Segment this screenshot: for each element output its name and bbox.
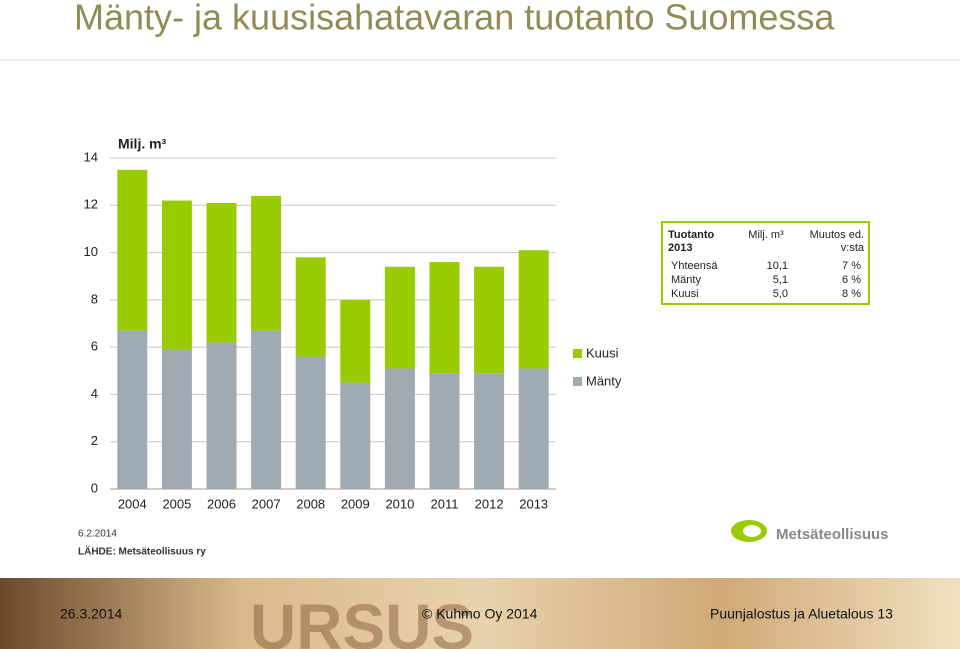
y-tick-label: 10 <box>84 244 98 259</box>
x-tick-label: 2006 <box>207 496 236 511</box>
bar-segment <box>296 357 326 489</box>
y-tick-label: 6 <box>91 339 98 354</box>
footer-date: 26.3.2014 <box>60 606 122 622</box>
x-tick-label: 2013 <box>519 496 548 511</box>
legend-label: Kuusi <box>586 345 619 360</box>
logo-mark-inner <box>743 525 761 537</box>
x-tick-label: 2005 <box>162 496 191 511</box>
bar-segment <box>251 331 281 489</box>
bar-segment <box>474 373 504 489</box>
x-tick-label: 2011 <box>431 496 459 511</box>
x-tick-label: 2008 <box>296 496 325 511</box>
bar-segment <box>296 257 326 356</box>
y-tick-label: 8 <box>91 291 98 306</box>
bar-segment <box>162 350 192 489</box>
bar-segment <box>430 373 460 489</box>
x-tick-label: 2012 <box>475 496 504 511</box>
x-tick-label: 2007 <box>252 496 281 511</box>
x-tick-label: 2004 <box>118 496 147 511</box>
legend-swatch <box>573 349 582 358</box>
table-header: Milj. m³ <box>748 229 784 241</box>
legend-swatch <box>573 377 582 386</box>
table-cell: 10,1 <box>767 260 788 272</box>
x-tick-label: 2010 <box>385 496 414 511</box>
bar-segment <box>385 368 415 489</box>
bar-segment <box>117 331 147 489</box>
bar-segment <box>385 267 415 369</box>
legend-label: Mänty <box>586 373 622 388</box>
y-axis-label: Milj. m³ <box>118 136 167 152</box>
footer-copyright: © Kuhmo Oy 2014 <box>422 606 538 622</box>
table-cell: Mänty <box>671 274 701 286</box>
bar-segment <box>117 170 147 331</box>
y-tick-label: 4 <box>91 386 98 401</box>
y-tick-label: 14 <box>84 149 98 164</box>
table-cell: Yhteensä <box>671 260 718 272</box>
bar-segment <box>162 201 192 350</box>
table-header: Tuotanto <box>668 229 715 241</box>
y-tick-label: 12 <box>84 197 98 212</box>
date: 6.2.2014 <box>78 529 117 540</box>
bar-segment <box>519 250 549 368</box>
bar-segment <box>430 262 460 373</box>
table-header: v:sta <box>841 242 865 254</box>
table-cell: 5,1 <box>773 274 788 286</box>
bar-segment <box>251 196 281 331</box>
logo-text: Metsäteollisuus <box>776 526 889 543</box>
bar-segment <box>207 342 237 489</box>
table-cell: Kuusi <box>671 288 699 300</box>
bar-segment <box>207 203 237 342</box>
x-tick-label: 2009 <box>341 496 370 511</box>
footer-page: Puunjalostus ja Aluetalous 13 <box>710 606 893 622</box>
y-tick-label: 2 <box>91 433 98 448</box>
table-header: Muutos ed. <box>810 229 864 241</box>
slide-title: Mänty- ja kuusisahatavaran tuotanto Suom… <box>74 0 835 38</box>
table-cell: 6 % <box>842 274 861 286</box>
table-cell: 8 % <box>842 288 861 300</box>
source: LÄHDE: Metsäteollisuus ry <box>78 545 206 558</box>
table-cell: 5,0 <box>773 288 788 300</box>
bar-segment <box>340 383 370 489</box>
table-header: 2013 <box>668 242 692 254</box>
table-cell: 7 % <box>842 260 861 272</box>
bar-segment <box>474 267 504 373</box>
bar-segment <box>519 368 549 489</box>
y-tick-label: 0 <box>91 480 98 495</box>
bar-segment <box>340 300 370 383</box>
